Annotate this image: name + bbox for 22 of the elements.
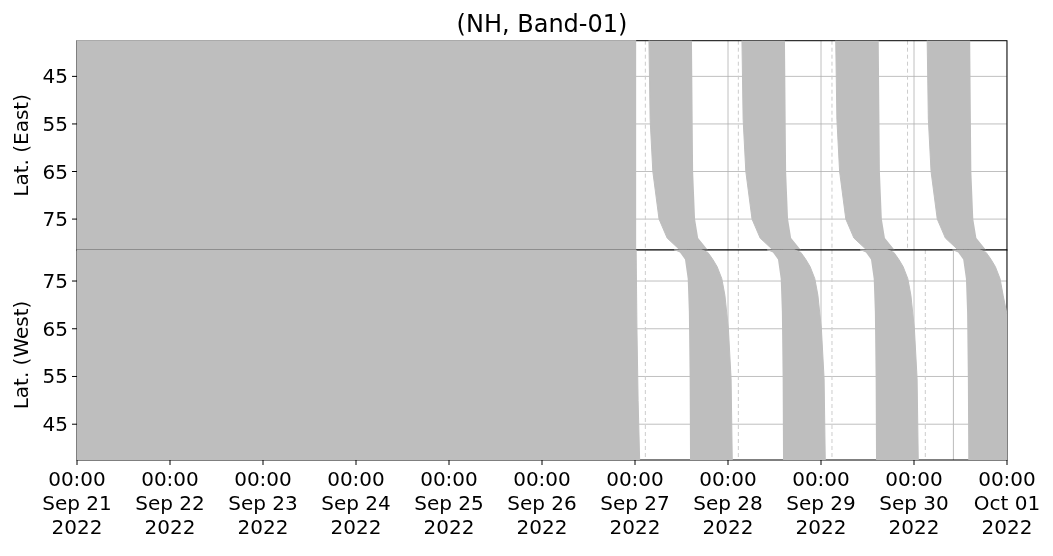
chart-title: (NH, Band-01)	[456, 9, 628, 38]
x-tick-label: 00:00 Sep 25 2022	[414, 467, 484, 539]
x-tick-label: 00:00 Sep 29 2022	[786, 467, 856, 539]
y-axis-title: Lat. (West)	[9, 300, 33, 410]
x-tick-label: 00:00 Sep 21 2022	[42, 467, 112, 539]
y-tick-label: 55	[42, 364, 68, 389]
x-tick-label: 00:00 Sep 27 2022	[600, 467, 670, 539]
y-tick-label: 45	[42, 64, 68, 89]
y-tick-label: 55	[42, 111, 68, 136]
x-tick-label: 00:00 Sep 28 2022	[693, 467, 763, 539]
y-tick-label: 65	[42, 316, 68, 341]
x-tick-label: 00:00 Sep 24 2022	[321, 467, 391, 539]
x-tick-label: 00:00 Sep 30 2022	[879, 467, 949, 539]
x-tick-label: 00:00 Sep 23 2022	[228, 467, 298, 539]
x-tick-label: 00:00 Sep 26 2022	[507, 467, 577, 539]
y-tick-label: 65	[42, 159, 68, 184]
y-tick-label: 75	[42, 207, 68, 232]
y-tick-label: 75	[42, 269, 68, 294]
x-tick-label: 00:00 Oct 01 2022	[973, 467, 1041, 539]
y-axis-title: Lat. (East)	[9, 93, 33, 197]
y-tick-label: 45	[42, 412, 68, 437]
x-tick-label: 00:00 Sep 22 2022	[135, 467, 205, 539]
